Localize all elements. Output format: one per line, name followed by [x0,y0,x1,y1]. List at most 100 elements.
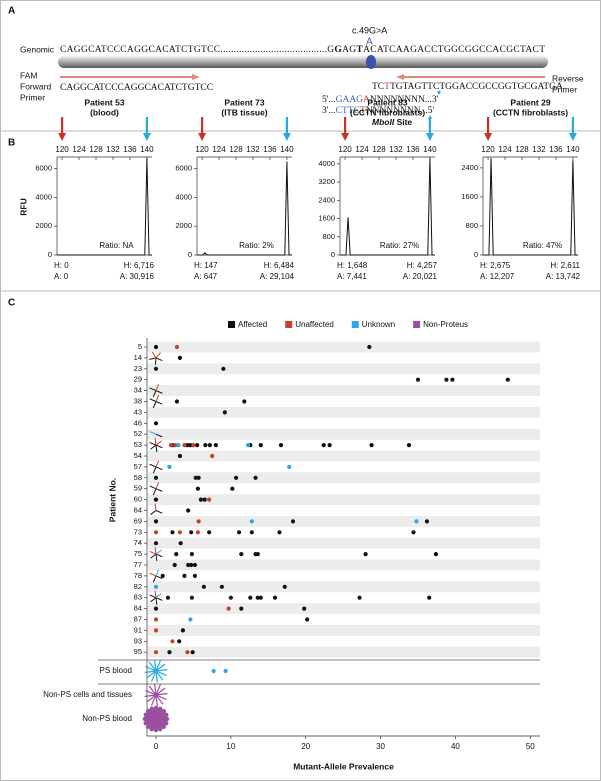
point [287,464,292,469]
peak-arrow-head [484,133,493,141]
y-tick-label: Non-PS cells and tissues [43,690,132,699]
panel-a: A c.49G>A A Genomic CAGGCATCCCAGGCACATCT… [8,6,584,128]
x-tick-label: 30 [376,742,385,751]
point-ray [144,694,157,697]
point-ray [146,694,157,703]
point-ray [155,684,161,696]
point [228,595,233,600]
area-label: A: 647 [194,272,218,281]
point-ray [155,660,161,672]
point-ray [149,551,157,555]
panel-label: B [8,138,15,149]
height-label: H: 4,257 [407,261,438,270]
seq-part: NNNNNNNN...5' [366,106,435,116]
point-ray [149,431,157,435]
point [258,443,263,448]
point [195,443,200,448]
point [203,443,208,448]
point-ray [155,553,158,562]
point [182,573,187,579]
y-tick-label: 75 [134,549,142,558]
y-tick-label: 74 [134,538,142,547]
x-tick-label: 136 [406,145,420,154]
point-ray [152,351,157,359]
point-ray [150,597,157,603]
area-label: A: 12,207 [480,272,515,281]
point [174,344,180,350]
trace [483,157,578,256]
point-ray [155,444,163,449]
y-tick-label: 93 [134,636,142,645]
site-label: MboII Site [372,117,412,127]
point [414,519,419,524]
point [239,606,244,611]
seq-part: NNNNNNNN...3' [370,95,439,105]
point [193,475,198,480]
point [153,366,159,371]
chart-title: Patient 73 [224,97,264,107]
point [255,595,260,600]
point [185,443,190,448]
y-tick-label: 0 [48,250,52,259]
point [185,650,190,655]
point-ray [155,693,168,696]
y-tick-label: 95 [134,647,142,656]
y-tick-label: 59 [134,484,142,493]
point [444,377,449,382]
row-band [148,537,540,549]
point-ray [151,670,157,682]
point-ray [155,670,158,683]
point-ray [155,553,163,558]
point [177,530,183,535]
seq-part: GAAG [336,95,364,105]
site-label-part: Site [394,117,412,127]
x-tick-label: 50 [526,742,535,751]
point [249,530,254,535]
area-label: A: 30,916 [120,272,155,281]
point [207,443,212,448]
point-ray [155,488,163,492]
height-label: H: 0 [54,261,69,270]
y-tick-label: 4000 [318,159,335,168]
area-label: A: 20,021 [403,272,438,281]
x-tick-label: 120 [338,145,352,154]
point [327,443,332,448]
point-ray [149,387,157,392]
charts: Patient 53(blood)120 124 128 132 136 14002000… [35,97,580,771]
x-tick-label: 120 [195,145,209,154]
point [207,530,212,535]
point-ray [155,593,162,599]
y-tick-label: 77 [134,560,142,569]
site-sequence: 5'...GAAGANNNNNNNN...3' [322,95,439,105]
point [226,606,231,611]
point-ray [151,694,157,706]
x-tick-label: 40 [451,742,460,751]
y-tick-label: 46 [134,418,142,427]
point [177,639,182,644]
point [249,519,254,524]
y-tick-label: 38 [134,396,142,405]
point [174,399,180,404]
x-tick-label: 136 [549,145,563,154]
chart-title: Patient 53 [84,97,124,107]
point [176,443,181,448]
seq-part: A [363,95,370,105]
trace [57,158,152,256]
point-ray [145,666,157,672]
y-tick-label: 6000 [175,164,192,173]
point [191,443,196,448]
point [192,573,198,579]
y-tick-label: 2000 [175,221,192,230]
primer-label: FAM [20,70,37,80]
height-label: H: 147 [194,261,218,270]
seq-part: 3'... [322,106,336,116]
point [258,595,263,600]
point [222,410,227,415]
forward-arrow-head [192,74,200,80]
row-band [148,450,540,462]
legend-swatch [413,321,421,328]
y-tick-label: 29 [134,375,142,384]
y-tick-label: 0 [474,250,478,259]
x-tick-label: 132 [532,145,546,154]
y-tick-label: 53 [134,440,142,449]
